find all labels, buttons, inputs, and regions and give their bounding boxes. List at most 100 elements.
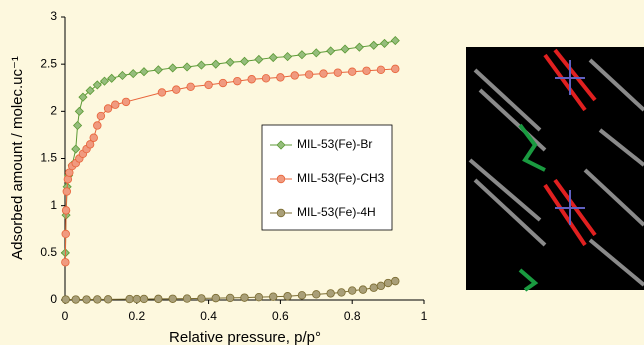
marker bbox=[391, 65, 399, 73]
marker bbox=[62, 296, 70, 304]
marker bbox=[338, 289, 346, 297]
marker bbox=[187, 83, 195, 91]
marker bbox=[255, 293, 263, 301]
marker bbox=[269, 293, 277, 301]
marker bbox=[241, 294, 249, 302]
marker bbox=[205, 81, 213, 89]
y-tick-label: 0 bbox=[50, 292, 57, 306]
marker bbox=[226, 294, 234, 302]
marker bbox=[327, 290, 335, 298]
y-axis-label: Adsorbed amount / molec.uc⁻¹ bbox=[9, 56, 26, 260]
marker bbox=[341, 45, 349, 53]
marker bbox=[277, 74, 285, 82]
marker bbox=[391, 277, 399, 285]
marker bbox=[327, 47, 335, 55]
marker bbox=[169, 64, 177, 72]
y-tick-label: 3 bbox=[50, 9, 57, 23]
marker bbox=[355, 43, 363, 51]
marker bbox=[381, 39, 389, 47]
marker bbox=[359, 286, 367, 294]
marker bbox=[140, 295, 148, 303]
marker bbox=[219, 79, 227, 87]
marker bbox=[97, 112, 105, 120]
marker bbox=[183, 295, 191, 303]
marker bbox=[320, 70, 328, 78]
marker bbox=[291, 72, 299, 80]
marker bbox=[104, 105, 112, 113]
y-tick-label: 2.5 bbox=[40, 56, 57, 70]
marker bbox=[104, 296, 112, 304]
x-tick-label: 0.6 bbox=[272, 309, 289, 323]
marker bbox=[269, 54, 277, 62]
legend-label: MIL-53(Fe)-Br bbox=[297, 137, 372, 151]
marker bbox=[234, 77, 242, 85]
marker bbox=[90, 134, 98, 142]
marker bbox=[298, 51, 306, 59]
marker bbox=[384, 279, 392, 287]
marker bbox=[348, 68, 356, 76]
marker bbox=[226, 58, 234, 66]
marker bbox=[183, 63, 191, 71]
marker bbox=[391, 37, 399, 45]
figure: Relative pressure, p/p° Adsorbed amount … bbox=[0, 0, 644, 345]
marker bbox=[126, 295, 134, 303]
marker bbox=[241, 57, 249, 65]
marker bbox=[284, 53, 292, 61]
marker bbox=[118, 71, 126, 79]
marker bbox=[262, 75, 270, 83]
marker bbox=[158, 89, 166, 97]
marker bbox=[377, 66, 385, 74]
x-tick-label: 0.4 bbox=[200, 309, 217, 323]
marker bbox=[348, 287, 356, 295]
x-axis-label: Relative pressure, p/p° bbox=[169, 329, 321, 345]
marker bbox=[305, 71, 313, 79]
marker bbox=[133, 295, 141, 303]
y-tick-label: 0.5 bbox=[40, 245, 57, 259]
marker bbox=[312, 49, 320, 57]
marker bbox=[298, 291, 306, 299]
y-tick-label: 2 bbox=[50, 104, 57, 118]
marker bbox=[155, 295, 163, 303]
marker bbox=[111, 101, 119, 109]
marker bbox=[129, 70, 137, 78]
structure-image bbox=[466, 47, 644, 290]
y-tick-label: 1.5 bbox=[40, 151, 57, 165]
marker bbox=[334, 69, 342, 77]
marker bbox=[75, 107, 83, 115]
marker bbox=[72, 296, 80, 304]
marker bbox=[284, 292, 292, 300]
marker bbox=[370, 41, 378, 49]
marker bbox=[72, 145, 80, 153]
marker bbox=[212, 294, 220, 302]
legend-marker bbox=[277, 175, 285, 183]
marker bbox=[248, 75, 256, 83]
legend-label: MIL-53(Fe)-4H bbox=[297, 205, 376, 219]
marker bbox=[63, 188, 71, 196]
marker bbox=[83, 296, 91, 304]
legend-marker bbox=[277, 209, 285, 217]
marker bbox=[377, 282, 385, 290]
marker bbox=[94, 296, 102, 304]
marker bbox=[154, 66, 162, 74]
marker bbox=[74, 121, 82, 129]
marker bbox=[62, 207, 70, 215]
marker bbox=[62, 230, 70, 238]
marker bbox=[197, 61, 205, 69]
x-tick-label: 0.8 bbox=[344, 309, 361, 323]
x-tick-label: 0 bbox=[62, 309, 69, 323]
marker bbox=[313, 291, 321, 299]
marker bbox=[140, 68, 148, 76]
marker bbox=[172, 86, 180, 94]
marker bbox=[370, 284, 378, 292]
x-tick-label: 1 bbox=[421, 309, 428, 323]
marker bbox=[122, 98, 130, 106]
marker bbox=[255, 55, 263, 63]
marker bbox=[94, 122, 102, 130]
marker bbox=[198, 295, 206, 303]
x-tick-label: 0.2 bbox=[128, 309, 145, 323]
marker bbox=[62, 258, 70, 266]
marker bbox=[212, 60, 220, 68]
y-tick-label: 1 bbox=[50, 198, 57, 212]
marker bbox=[169, 295, 177, 303]
